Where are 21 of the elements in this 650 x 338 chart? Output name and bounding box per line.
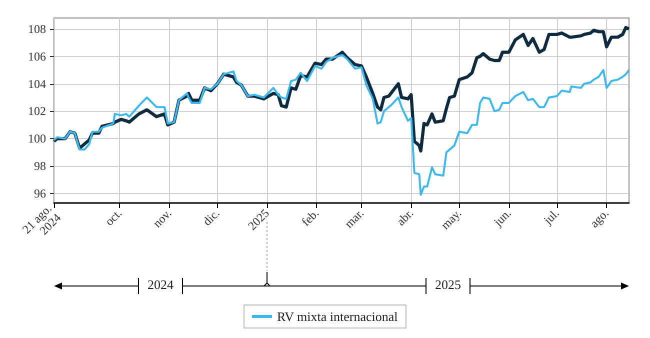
x-tick-label: jul. bbox=[540, 206, 562, 228]
y-tick-label: 96 bbox=[34, 186, 46, 200]
line-series bbox=[53, 54, 630, 196]
text: 2024 bbox=[148, 276, 174, 292]
x-tick-label: oct. bbox=[102, 206, 125, 228]
x-tick-label: nov. bbox=[150, 206, 174, 230]
y-tick-label: 100 bbox=[28, 132, 46, 146]
x-tick-label: abr. bbox=[394, 206, 416, 228]
x-tick-label: feb. bbox=[298, 206, 322, 229]
y-tick-label: 98 bbox=[34, 159, 46, 173]
x-tick-label: mar. bbox=[342, 206, 366, 231]
legend-label: RV mixta internacional bbox=[277, 309, 398, 324]
text: 2025 bbox=[435, 276, 462, 292]
x-tick-label: ago. bbox=[587, 206, 612, 230]
x-tick-label: jun. bbox=[490, 206, 514, 230]
y-tick-label: 108 bbox=[28, 22, 46, 36]
x-tick-label: may. bbox=[438, 206, 464, 232]
y-tick-label: 106 bbox=[28, 49, 46, 64]
y-tick-label: 104 bbox=[28, 76, 46, 91]
x-tick-label: dic. bbox=[200, 206, 222, 228]
y-tick-label: 102 bbox=[28, 104, 46, 118]
